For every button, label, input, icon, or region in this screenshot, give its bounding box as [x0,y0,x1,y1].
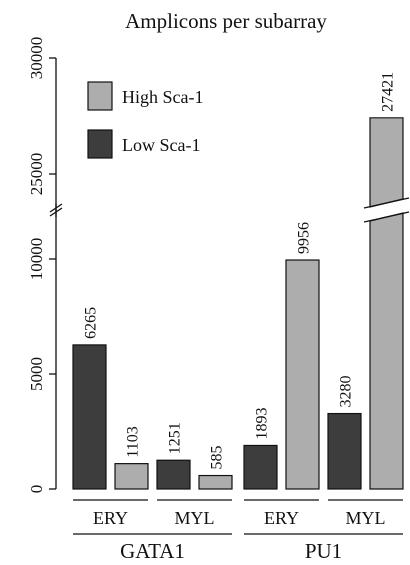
y-axis-break-mark [49,203,63,213]
subgroup-label: ERY [264,508,299,528]
y-axis-break-mark [49,207,63,217]
y-tick-label: 5000 [27,357,46,391]
subgroup-label: ERY [93,508,128,528]
group-label: GATA1 [120,539,185,563]
legend: High Sca-1 Low Sca-1 [87,81,203,159]
bar-low-sca-1-2 [243,444,278,490]
bar-break-mark [363,197,410,209]
y-tick-label: 30000 [27,37,46,80]
bar-high-sca-1-0 [114,463,149,490]
data-label: 6265 [83,307,100,339]
bar-high-sca-1-1 [198,474,233,490]
data-label: 1893 [254,407,271,439]
y-axis: 0 5000 10000 25000 30000 [27,37,63,494]
y-tick-label: 10000 [27,238,46,281]
bar-high-sca-1-2 [285,259,320,490]
data-label: 1103 [125,426,142,457]
data-label: 9956 [296,222,313,254]
legend-label: High Sca-1 [122,87,203,107]
data-label: 27421 [380,72,397,112]
chart-title: Amplicons per subarray [125,9,327,33]
y-tick-label: 25000 [27,153,46,196]
bar-high-sca-1-3 [369,212,404,490]
bar-low-sca-1-3 [327,412,362,490]
y-tick-label: 0 [27,485,46,494]
x-axis-groups: ERY MYL ERY MYL GATA1 PU1 [73,499,403,563]
bar-low-sca-1-1 [156,459,191,490]
group-label: PU1 [305,539,342,563]
subgroup-label: MYL [175,508,215,528]
legend-swatch [87,129,113,159]
bar-low-sca-1-0 [72,344,107,490]
legend-swatch [87,81,113,111]
bars: 6265 1103 1251 585 1893 9956 3280 27421 [72,72,410,490]
data-label: 3280 [338,376,355,408]
data-label: 585 [209,446,226,470]
legend-label: Low Sca-1 [122,135,200,155]
subgroup-label: MYL [346,508,386,528]
bar-break-mark [363,211,410,223]
bar-high-sca-1-3-upper [369,117,404,208]
data-label: 1251 [167,422,184,454]
